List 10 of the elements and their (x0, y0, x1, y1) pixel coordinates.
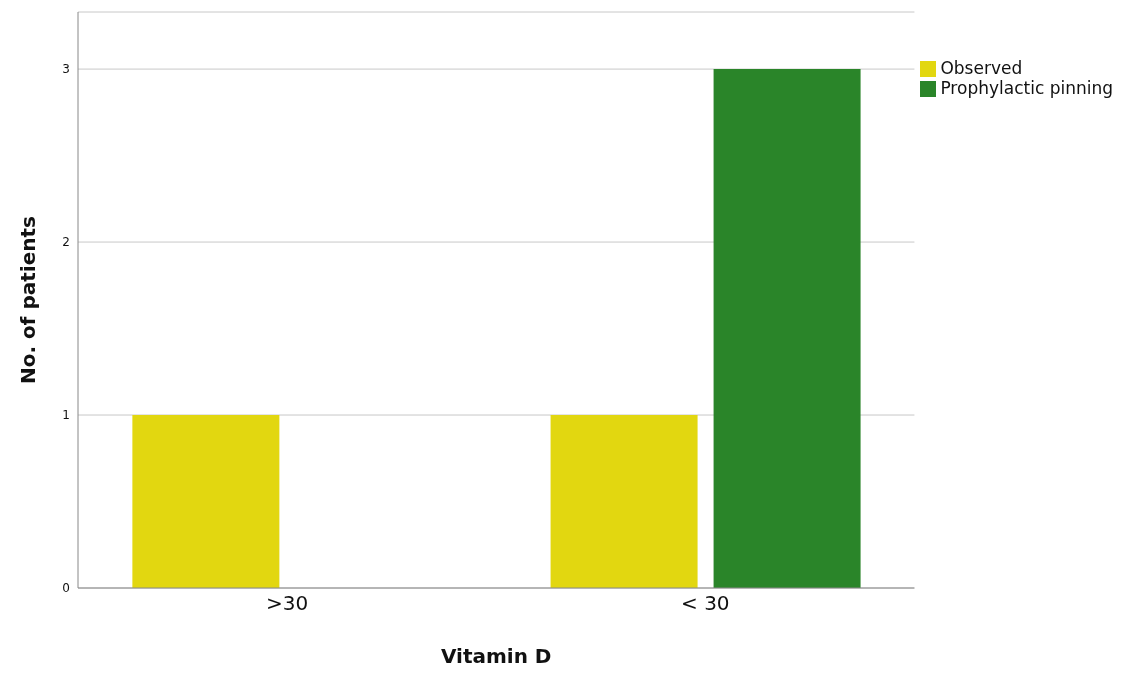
y-tick-label: 2 (62, 235, 70, 250)
y-tick-label: 1 (62, 408, 70, 423)
x-tick-label: >30 (266, 591, 309, 616)
x-tick-label: < 30 (681, 591, 730, 616)
y-axis-title: No. of patients (16, 216, 41, 384)
y-tick-label: 0 (62, 581, 70, 596)
x-axis-title: Vitamin D (440, 644, 552, 668)
legend-label: Observed (940, 58, 1023, 78)
legend-label: Prophylactic pinning (940, 78, 1113, 98)
y-tick-label: 3 (62, 62, 70, 77)
